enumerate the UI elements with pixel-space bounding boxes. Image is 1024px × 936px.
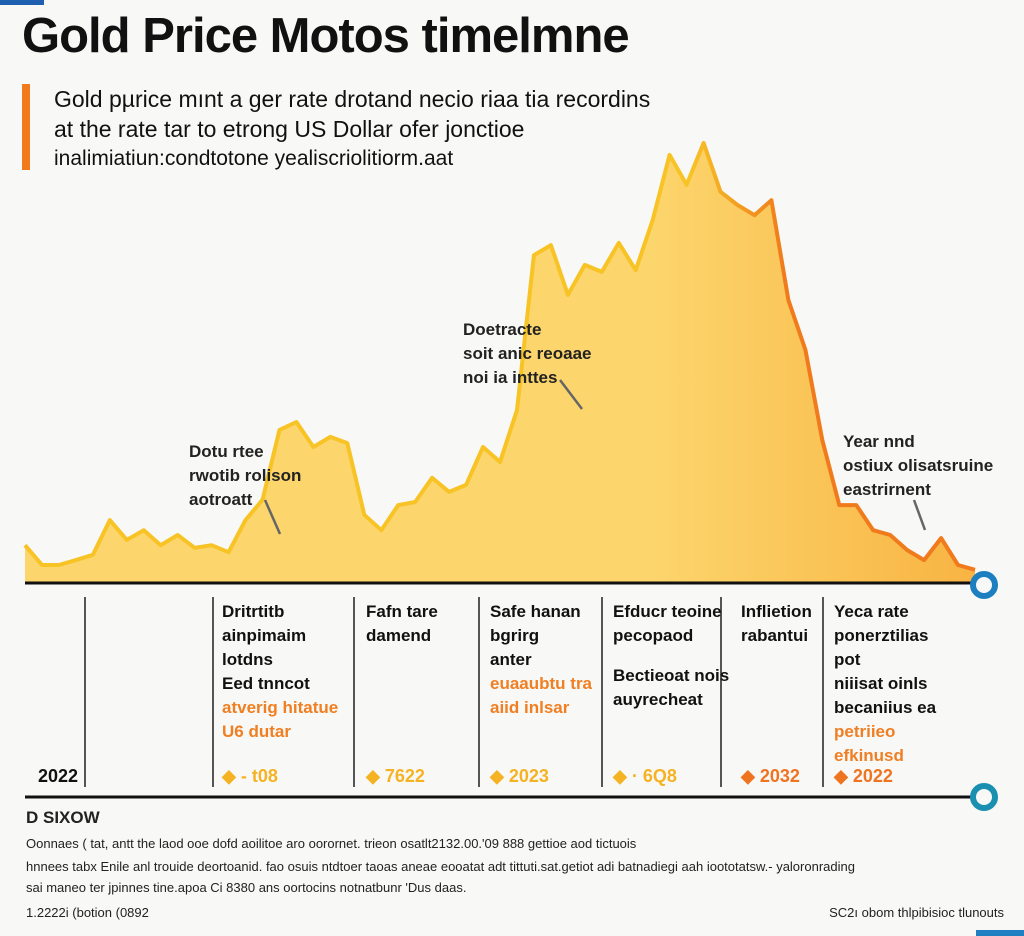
event-highlight-line: euaaubtu tra: [490, 674, 593, 693]
event-highlight-line: U6 dutar: [222, 722, 291, 741]
price-area-fill: [25, 143, 975, 583]
chart-annotation: Doetracte soit anic reoaae noi ia inttes: [463, 318, 592, 390]
footer-heading: D SIXOW: [26, 808, 100, 827]
event-text-line: auyrecheat: [613, 690, 703, 709]
event-year: ◆ 7622: [366, 766, 425, 787]
event-text-line: niiisat oinls: [834, 674, 928, 693]
event-text-line: Efducr teoine: [613, 602, 722, 621]
timeline-event: Efducr teoine pecopaod Bectieoat nois auyre…: [613, 600, 733, 712]
diamond-icon: ◆: [222, 766, 236, 786]
annotation-line: Dotu rtee: [189, 442, 264, 461]
annotation-line: eastrirnent: [843, 480, 931, 499]
timeline-divider: [601, 597, 603, 787]
timeline-divider: [478, 597, 480, 787]
bottom-accent-bar: [976, 930, 1024, 936]
event-text-line: pecopaod: [613, 626, 694, 645]
event-text-line: ainpimaim: [222, 626, 307, 645]
diamond-icon: ◆: [366, 766, 380, 786]
annotation-line: soit anic reoaae: [463, 344, 592, 363]
timeline-event: Inflietion rabantui: [741, 600, 861, 648]
timeline-end-ring-icon: [970, 783, 998, 811]
event-text-line: Fafn tare: [366, 602, 438, 621]
event-highlight-line: petriieo efkinusd: [834, 722, 904, 765]
event-text-line: Inflietion: [741, 602, 812, 621]
event-text-line: Dritrtitb: [222, 602, 285, 621]
event-text-line: anter: [490, 650, 532, 669]
event-year: ◆ 2032: [741, 766, 800, 787]
event-year: ◆ · 6Q8: [613, 766, 677, 787]
annotation-line: Doetracte: [463, 320, 542, 339]
diamond-icon: ◆: [613, 766, 627, 786]
event-text-line: Yeca rate: [834, 602, 909, 621]
annotation-line: aotroatt: [189, 490, 253, 509]
event-text-line: [613, 648, 733, 664]
event-year-label: · 6Q8: [631, 766, 677, 786]
subtitle-line: at the rate tar to etrong US Dollar ofer…: [54, 116, 525, 142]
event-text-line: lotdns: [222, 650, 273, 669]
annotation-line: ostiux olisatsruine: [843, 456, 994, 475]
timeline-event: Dritrtitb ainpimaim lotdns Eed tnncot atveri…: [222, 600, 342, 744]
subtitle-line: inalimiatiun:condtotone yealiscriolitior…: [54, 147, 454, 170]
footer-credit-note: SC2ı obom thlpibisioc tlunouts: [829, 905, 1004, 920]
event-text-line: Bectieoat nois: [613, 666, 730, 685]
annotation-pointer: [559, 379, 583, 410]
footer-text-line: sai maneo ter jpinnes tine.apoa Ci 8380 …: [26, 880, 467, 895]
event-year: ◆ 2023: [490, 766, 549, 787]
timeline-event: Safe hanan bgrirg anter euaaubtu tra aiid in…: [490, 600, 610, 720]
event-text-line: bgrirg: [490, 626, 540, 645]
annotation-pointer: [263, 499, 282, 535]
subtitle-accent-bar: [22, 84, 30, 170]
diamond-icon: ◆: [741, 766, 755, 786]
event-text-line: becaniius ea: [834, 698, 937, 717]
chart-annotation: Dotu rtee rwotib rolison aotroatt: [189, 440, 301, 512]
event-year: ◆ - t08: [222, 766, 278, 787]
timeline-divider: [353, 597, 355, 787]
event-year-label: 2022: [852, 766, 893, 786]
footer-source-note: 1.2222i (botion (0892: [26, 905, 149, 920]
footer-text-line: hnnees tabx Enile anl trouide deortoanid…: [26, 859, 855, 874]
event-year: ◆ 2022: [834, 766, 893, 787]
event-text-line: ponerztilias: [834, 626, 929, 645]
event-text-line: damend: [366, 626, 432, 645]
event-text-line: Eed tnncot: [222, 674, 310, 693]
timeline-event: Yeca rate ponerztilias pot niiisat oinls bec…: [834, 600, 954, 768]
event-text-line: pot: [834, 650, 861, 669]
timeline-end-ring-icon: [970, 571, 998, 599]
event-text-line: rabantui: [741, 626, 809, 645]
event-highlight-line: atverig hitatue: [222, 698, 339, 717]
event-year-label: 2023: [508, 766, 549, 786]
diamond-icon: ◆: [490, 766, 504, 786]
price-line: [23, 141, 976, 572]
timeline-divider: [84, 597, 86, 787]
top-accent-bar: [0, 0, 44, 5]
annotation-line: noi ia inttes: [463, 368, 558, 387]
event-highlight-line: aiid inlsar: [490, 698, 570, 717]
page-title: Gold Price Motos timelmne: [22, 9, 630, 63]
event-year-label: 7622: [384, 766, 425, 786]
event-year-label: 2032: [759, 766, 800, 786]
timeline-divider: [720, 597, 722, 787]
event-text-line: Safe hanan: [490, 602, 581, 621]
footer-text-line: Oonnaes ( tat, antt the laod ooe dofd ao…: [26, 836, 637, 851]
diamond-icon: ◆: [834, 766, 848, 786]
timeline-divider: [212, 597, 214, 787]
timeline-start-year: 2022: [38, 766, 79, 786]
chart-annotation: Year nnd ostiux olisatsruine eastrirnent: [843, 430, 993, 502]
annotation-line: Year nnd: [843, 432, 915, 451]
subtitle-line: Gold pµrice mınt a ger rate drotand neci…: [54, 86, 651, 112]
subtitle: Gold pµrice mınt a ger rate drotand neci…: [54, 84, 754, 174]
annotation-line: rwotib rolison: [189, 466, 302, 485]
timeline-divider: [822, 597, 824, 787]
annotation-pointer: [912, 499, 927, 531]
timeline-event: Fafn tare damend: [366, 600, 486, 648]
event-year-label: - t08: [240, 766, 278, 786]
